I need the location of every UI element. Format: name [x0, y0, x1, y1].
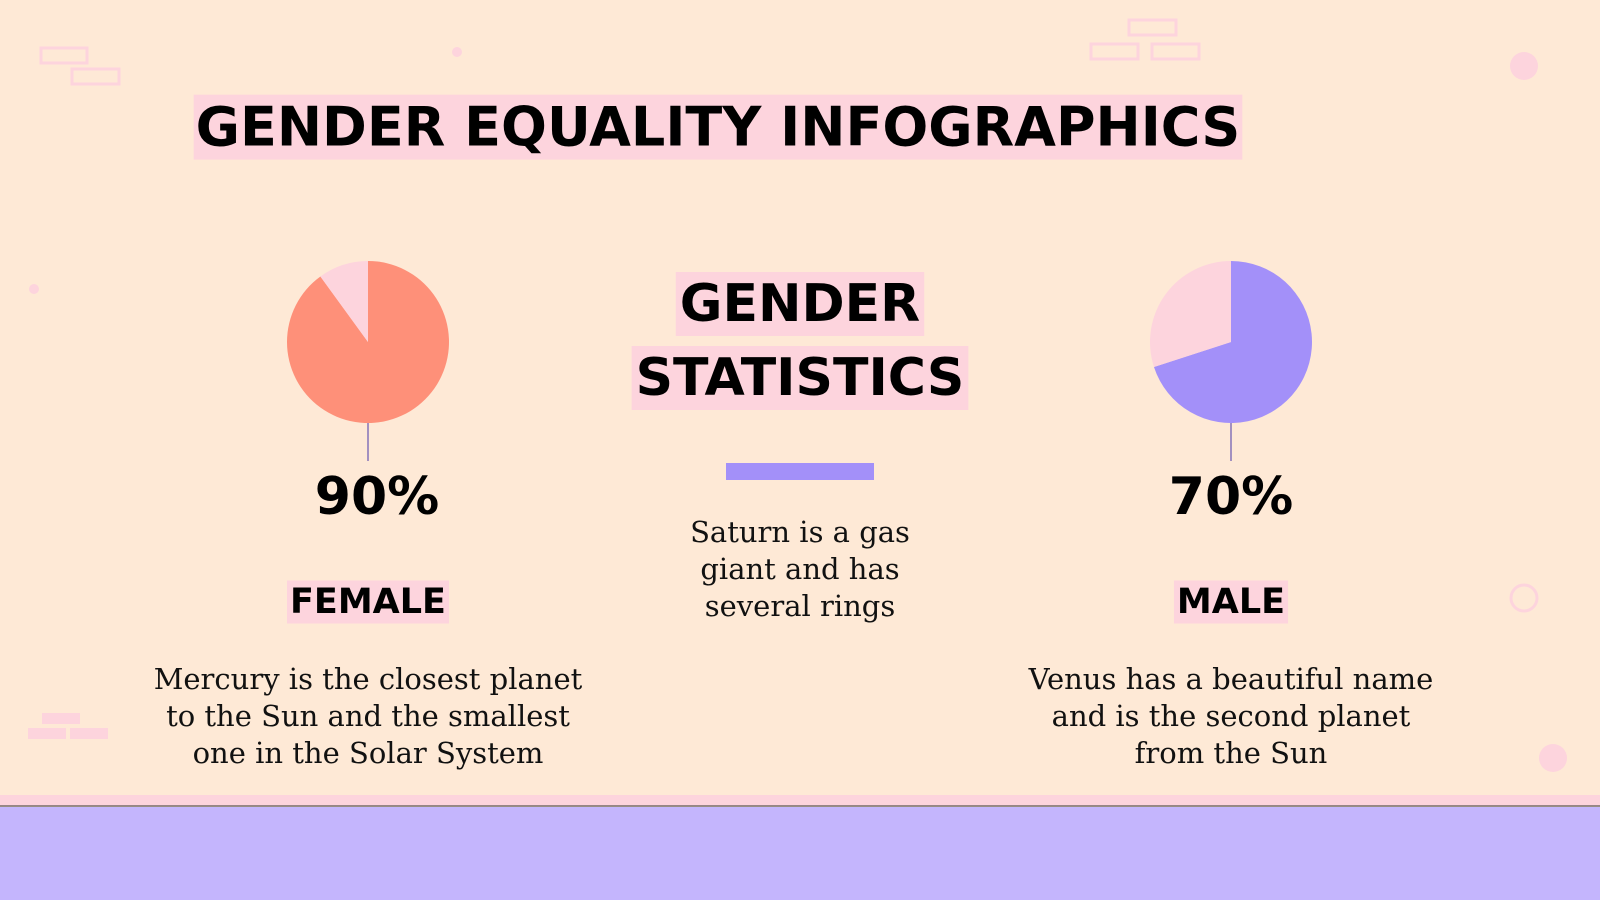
divider-bar — [726, 463, 874, 480]
pie-slice — [286, 261, 449, 423]
highlight — [287, 580, 449, 624]
center-text: Saturn is a gas — [690, 515, 910, 549]
footer-band — [0, 807, 1600, 900]
center-heading: STATISTICS — [636, 348, 965, 408]
pie-slice — [1150, 261, 1231, 368]
description: from the Sun — [1135, 736, 1328, 770]
pie-slice — [320, 261, 368, 342]
center-text: giant and has — [700, 552, 899, 586]
value-label: 70% — [1169, 467, 1293, 527]
center-text: several rings — [705, 589, 896, 623]
pie-title: MALE — [1177, 582, 1285, 622]
footer-strip — [0, 795, 1600, 806]
title: GENDER EQUALITY INFOGRAPHICS — [196, 96, 1241, 159]
pie-slice — [1153, 261, 1312, 424]
highlight — [1173, 580, 1289, 624]
decoration — [39, 18, 1539, 613]
description: Venus has a beautiful name — [1028, 662, 1434, 696]
center-heading: GENDER — [680, 274, 920, 334]
highlight — [631, 346, 969, 410]
description: one in the Solar System — [193, 736, 544, 770]
highlight — [193, 94, 1243, 160]
description: and is the second planet — [1052, 699, 1411, 733]
description: to the Sun and the smallest — [166, 699, 570, 733]
highlight — [675, 272, 925, 336]
description: Mercury is the closest planet — [154, 662, 583, 696]
decoration — [28, 47, 1567, 772]
pie-title: FEMALE — [290, 582, 446, 622]
value-label: 90% — [315, 467, 439, 527]
